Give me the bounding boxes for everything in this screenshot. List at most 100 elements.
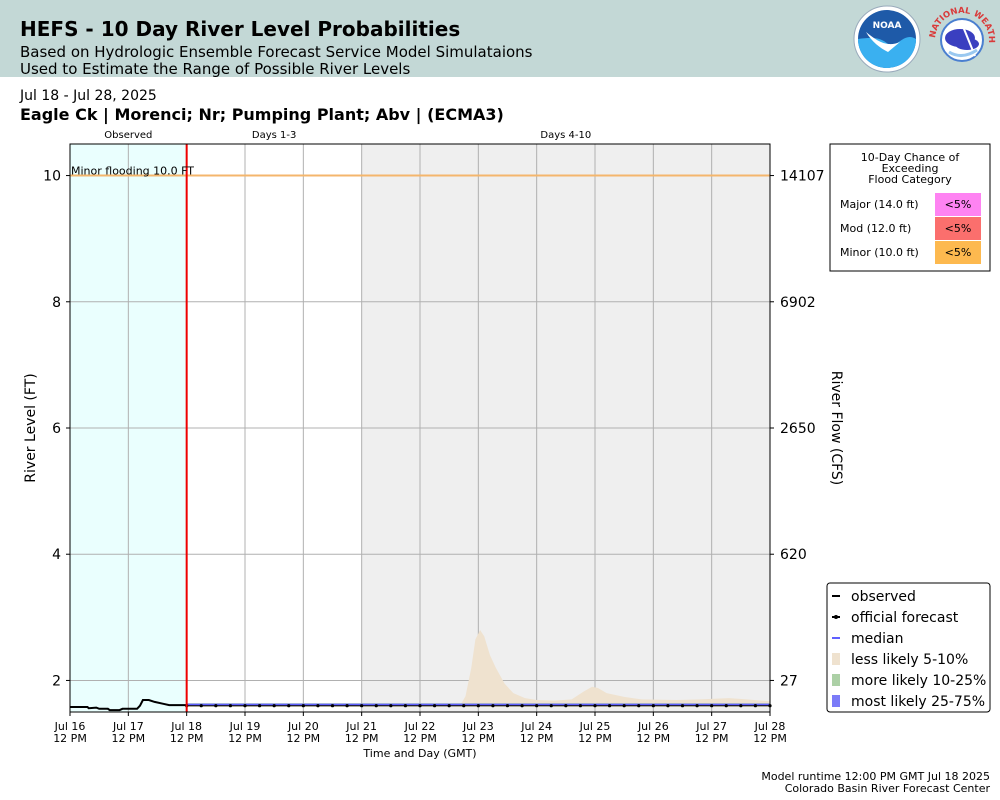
x-tick-label-time: 12 PM (403, 732, 437, 745)
legend-label: most likely 25-75% (851, 694, 985, 710)
x-tick-label-date: Jul 28 (754, 720, 786, 733)
x-tick-label-date: Jul 17 (112, 720, 144, 733)
y-axis-title-right: River Flow (CFS) (828, 371, 844, 486)
flood-table-title: Exceeding (882, 162, 939, 175)
y-tick-label-left: 6 (52, 421, 61, 437)
minor-flood-label: Minor flooding 10.0 FT (71, 165, 194, 178)
official-forecast-point (753, 704, 758, 708)
x-tick-label-time: 12 PM (520, 732, 554, 745)
official-forecast-point (476, 704, 480, 708)
official-forecast-point (214, 704, 218, 708)
legend-label: less likely 5-10% (851, 652, 968, 668)
flood-table-title: 10-Day Chance of (861, 151, 961, 164)
x-tick-label-date: Jul 25 (579, 720, 611, 733)
flood-table-cell (935, 217, 981, 240)
official-forecast-point (593, 704, 597, 708)
official-forecast-point (607, 704, 612, 708)
y-tick-label-right: 2650 (780, 421, 816, 437)
x-tick-label-date: Jul 26 (637, 720, 669, 733)
flood-table-category: Mod (12.0 ft) (840, 222, 911, 235)
x-tick-label-time: 12 PM (462, 732, 496, 745)
official-forecast-point (257, 704, 262, 708)
x-tick-label-time: 12 PM (53, 732, 87, 745)
official-forecast-point (316, 704, 320, 708)
legend-label: more likely 10-25% (851, 673, 986, 689)
official-forecast-point (739, 704, 743, 708)
legend-swatch (832, 674, 840, 686)
flood-table-cell (935, 241, 981, 264)
x-tick-label-date: Jul 23 (462, 720, 494, 733)
period-label-0: Observed (104, 130, 152, 141)
y-tick-label-right: 620 (780, 547, 807, 563)
x-tick-label-time: 12 PM (695, 732, 729, 745)
legend-swatch (832, 695, 840, 707)
x-tick-label-date: Jul 19 (229, 720, 261, 733)
x-tick-label-date: Jul 22 (404, 720, 436, 733)
official-forecast-point (418, 704, 422, 708)
official-forecast-point (680, 704, 685, 708)
legend-label: official forecast (851, 610, 959, 626)
official-forecast-point (549, 704, 553, 708)
official-forecast-point (374, 704, 378, 708)
flood-table-cell (935, 193, 981, 216)
header-banner: HEFS - 10 Day River Level Probabilities … (0, 0, 1000, 78)
x-tick-label-time: 12 PM (637, 732, 671, 745)
page-subtitle-2: Used to Estimate the Range of Possible R… (20, 60, 411, 78)
x-tick-label-time: 12 PM (228, 732, 262, 745)
official-forecast-point (520, 704, 524, 708)
official-forecast-point (199, 704, 203, 708)
station-title: Eagle Ck | Morenci; Nr; Pumping Plant; A… (20, 105, 504, 124)
noaa-logo-icon: NOAA (853, 5, 921, 73)
y-tick-label-left: 2 (52, 673, 61, 689)
official-forecast-point (505, 704, 510, 708)
y-tick-label-right: 27 (780, 673, 798, 689)
x-tick-label-time: 12 PM (287, 732, 321, 745)
flood-table-category: Minor (10.0 ft) (840, 246, 919, 259)
flood-table-title: Flood Category (868, 173, 952, 186)
official-forecast-point (228, 704, 233, 708)
x-tick-label-date: Jul 24 (520, 720, 552, 733)
period-label-1: Days 1-3 (252, 130, 296, 141)
official-forecast-point (301, 704, 305, 708)
period-label-2: Days 4-10 (540, 130, 591, 141)
nws-logo-icon: NATIONAL WEATHER SERVICE (927, 2, 996, 62)
official-forecast-point (287, 704, 291, 708)
y-tick-label-right: 6902 (780, 295, 816, 311)
official-forecast-point (243, 704, 247, 708)
x-tick-label-date: Jul 16 (54, 720, 86, 733)
y-tick-label-left: 8 (52, 295, 61, 311)
flood-table-value: <5% (945, 198, 972, 211)
x-tick-label-time: 12 PM (753, 732, 787, 745)
y-tick-label-left: 4 (52, 547, 61, 563)
official-forecast-point (330, 704, 335, 708)
legend-label: observed (851, 589, 916, 605)
official-forecast-point (360, 704, 364, 708)
flood-table-category: Major (14.0 ft) (840, 198, 919, 211)
forecast-center: Colorado Basin River Forecast Center (784, 782, 990, 795)
x-tick-label-time: 12 PM (345, 732, 379, 745)
model-runtime: Model runtime 12:00 PM GMT Jul 18 2025 (761, 770, 990, 783)
flood-table-value: <5% (945, 246, 972, 259)
official-forecast-point (447, 704, 451, 708)
page-subtitle-1: Based on Hydrologic Ensemble Forecast Se… (20, 43, 533, 61)
official-forecast-point (710, 704, 714, 708)
x-tick-label-time: 12 PM (112, 732, 146, 745)
noaa-logo-text: NOAA (873, 21, 902, 31)
official-forecast-point (432, 704, 437, 708)
official-forecast-point (651, 704, 655, 708)
x-tick-label-date: Jul 27 (695, 720, 727, 733)
legend-label: median (851, 631, 903, 647)
official-forecast-point (695, 704, 699, 708)
x-tick-label-time: 12 PM (578, 732, 612, 745)
official-forecast-point (622, 704, 626, 708)
official-forecast-point (724, 704, 728, 708)
y-tick-label-right: 14107 (780, 169, 825, 185)
x-tick-label-date: Jul 18 (170, 720, 202, 733)
x-tick-label-date: Jul 21 (345, 720, 377, 733)
official-forecast-point (389, 704, 393, 708)
x-axis-title: Time and Day (GMT) (362, 747, 476, 760)
flood-table-value: <5% (945, 222, 972, 235)
date-range: Jul 18 - Jul 28, 2025 (20, 88, 157, 104)
official-forecast-point (637, 704, 641, 708)
